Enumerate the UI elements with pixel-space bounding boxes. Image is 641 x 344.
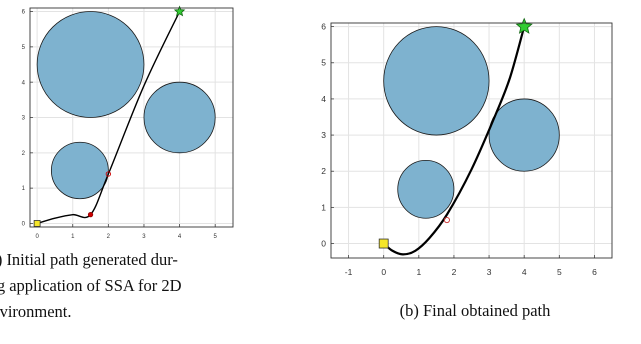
x-tick-label: 4 [178,234,182,240]
x-tick-label: 0 [35,234,39,240]
obstacle-circle [488,98,560,172]
waypoint-marker [105,171,112,177]
x-tick-label: 5 [557,267,562,277]
y-tick-label: 5 [321,58,326,68]
y-tick-label: 6 [321,22,326,32]
x-tick-label: 1 [71,234,75,240]
caption-line: environment. [0,302,72,321]
y-tick-label: 0 [22,222,26,228]
caption-line: ing application of SSA for 2D [0,276,182,295]
x-tick-label: 6 [592,267,597,277]
y-tick-label: 6 [22,10,26,16]
panel-b: -1 0 1 2 3 4 5 6 0 1 2 3 4 5 6 (b) Final obtained path [321,17,613,320]
x-tick-label: 3 [487,267,492,277]
x-tick-label: 0 [381,267,386,277]
x-tick-label: 2 [452,267,457,277]
panel-a: 0 1 2 3 4 5 0 1 2 3 4 5 6 (a) Initial path generated … [0,5,234,321]
caption-line: (b) Final obtained path [400,301,552,320]
path-line [382,25,526,256]
y-tick-label: 3 [321,130,326,140]
y-tick-label: 1 [22,186,26,192]
path-line [36,10,181,225]
y-tick-label: 1 [321,202,326,212]
goal-star-marker [173,5,186,17]
y-tick-label: 4 [321,94,326,104]
x-tick-label: 3 [142,234,146,240]
y-tick-label: 2 [22,151,26,157]
waypoint-marker [87,211,94,218]
x-tick-label: 5 [214,234,218,240]
goal-star-marker [515,17,533,34]
y-tick-label: 3 [22,116,26,122]
y-tick-label: 4 [22,80,26,86]
y-tick-label: 2 [321,166,326,176]
obstacle-circle [36,11,145,118]
obstacle-circle [143,81,216,154]
x-tick-label: 4 [522,267,527,277]
axes-frame [29,7,234,228]
x-tick-label: 2 [107,234,111,240]
start-marker [33,220,41,227]
waypoint-marker [443,216,450,224]
x-tick-label: 1 [416,267,421,277]
start-marker [378,238,389,249]
obstacle-circle [383,26,490,136]
x-tick-label: -1 [345,267,353,277]
obstacle-circle [397,159,455,219]
obstacle-circle [50,141,109,200]
caption-line: (a) Initial path generated dur- [0,250,178,269]
y-tick-label: 5 [22,45,26,51]
axes-frame [330,22,613,259]
y-tick-label: 0 [321,239,326,249]
